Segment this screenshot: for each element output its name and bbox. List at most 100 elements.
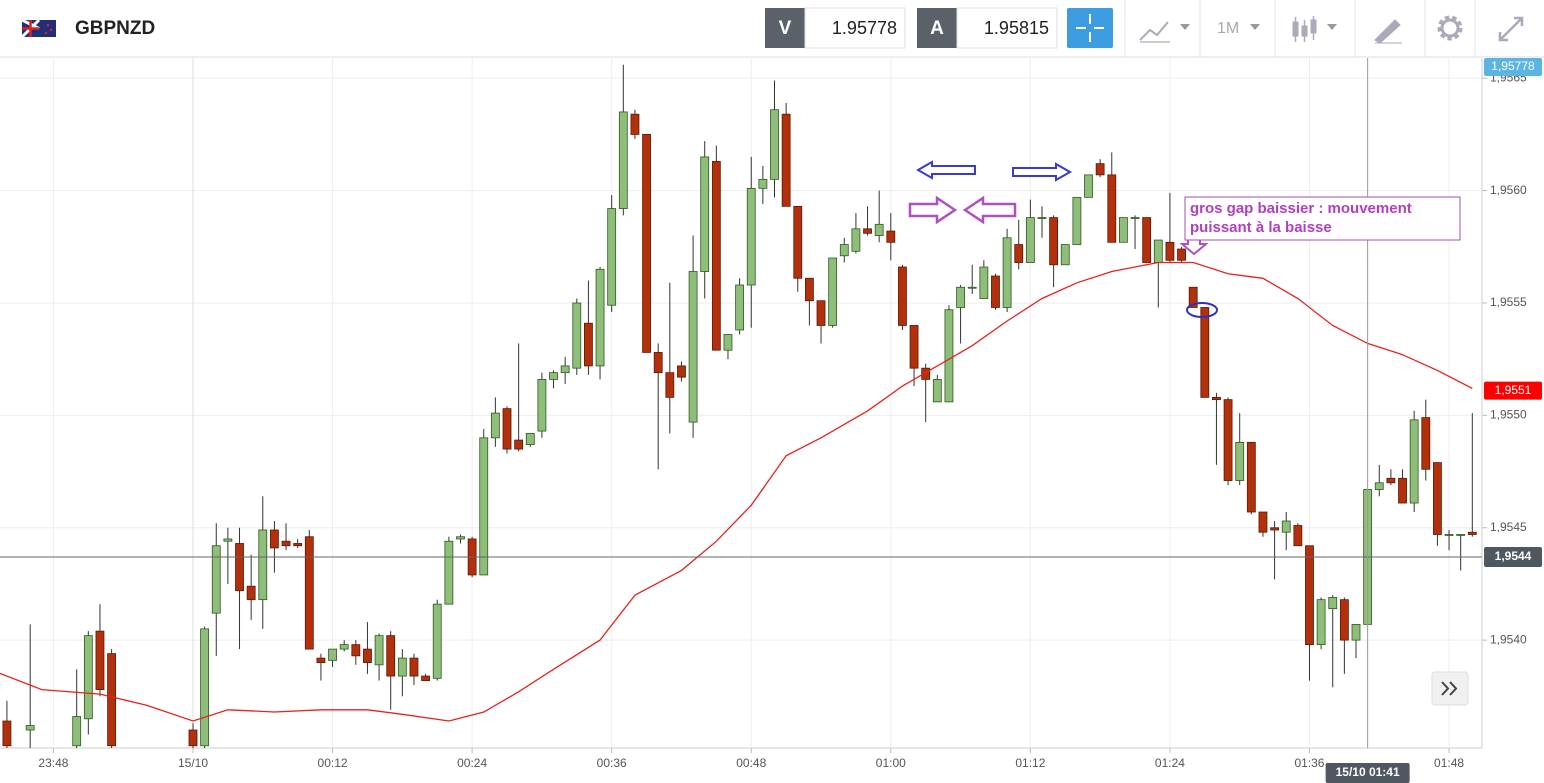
candle-body: [351, 644, 361, 657]
candle-body: [746, 187, 756, 286]
candle-body: [1025, 217, 1035, 263]
candle-body: [200, 628, 210, 747]
candle-body: [921, 367, 931, 380]
candle-body: [1223, 399, 1233, 481]
candle-body: [874, 223, 884, 236]
chart-type-button[interactable]: [1139, 21, 1190, 43]
plot-area: [0, 58, 1482, 748]
candle-body: [1002, 237, 1012, 308]
candle-body: [1421, 417, 1431, 470]
candle-body: [967, 286, 977, 289]
candle-body: [281, 540, 291, 547]
candle-body: [304, 536, 314, 650]
x-tick-label: 00:36: [597, 756, 627, 770]
crosshair-time-label: 15/10 01:41: [1336, 765, 1400, 779]
candle-body: [2, 720, 12, 747]
candle-body: [421, 675, 431, 681]
candle-body: [816, 300, 826, 326]
candle-body: [1258, 511, 1268, 533]
candle-body: [1165, 241, 1175, 261]
candle-body: [1467, 531, 1477, 535]
candle-body: [932, 379, 942, 403]
candle-body: [560, 365, 570, 374]
candle-body: [456, 536, 465, 540]
candle-body: [1095, 163, 1105, 176]
candle-body: [991, 275, 1000, 308]
gap-circle: [1186, 302, 1218, 318]
candle-body: [246, 585, 256, 601]
scroll-button[interactable]: [1431, 671, 1469, 706]
x-tick-label: 01:48: [1434, 756, 1464, 770]
x-tick-label: 01:24: [1155, 756, 1185, 770]
price-tag: [1484, 58, 1542, 76]
bid-box: [804, 7, 906, 49]
draw-tool-button[interactable]: [1374, 19, 1402, 44]
x-tick-label: 00:48: [736, 756, 766, 770]
candle-body: [374, 635, 384, 666]
candle-body: [653, 352, 663, 374]
candle-body: [339, 644, 349, 650]
candle-body: [1212, 396, 1221, 401]
annotations: gros gap baissier : mouvement puissant à…: [908, 160, 1461, 318]
candle-body: [258, 529, 268, 601]
candle-body: [270, 529, 279, 549]
x-tick-label: 23:48: [38, 756, 68, 770]
bid-price: 1.95778: [832, 18, 897, 38]
candle-body: [1060, 244, 1070, 266]
candle-body: [223, 538, 233, 542]
candle-body: [211, 545, 221, 614]
settings-button[interactable]: [1437, 15, 1463, 41]
x-tick-label: 00:24: [457, 756, 487, 770]
candle-body: [839, 244, 849, 257]
x-tick-label: 01:00: [876, 756, 906, 770]
candle-body: [665, 372, 675, 398]
candle-body: [1316, 599, 1326, 646]
candle-body: [886, 230, 896, 243]
price-tag: [1484, 381, 1542, 400]
candle-body: [584, 322, 593, 367]
candle-body: [1072, 196, 1082, 245]
candle-body: [409, 657, 419, 677]
ask-price: 1.95815: [984, 18, 1049, 38]
candle-body: [979, 266, 989, 299]
candle-body: [1305, 545, 1314, 646]
expand-button[interactable]: [1498, 16, 1524, 42]
candle-body: [630, 113, 640, 135]
candle-body: [316, 657, 326, 663]
candle-body: [1328, 597, 1338, 610]
candle-body: [956, 286, 965, 308]
crosshair-button[interactable]: [1067, 8, 1113, 48]
bid-button[interactable]: [765, 8, 805, 48]
candle-body: [328, 648, 337, 661]
x-tick-label: 01:36: [1294, 756, 1324, 770]
candle-body: [1351, 623, 1361, 641]
candle-body: [758, 178, 768, 189]
candle-body: [1107, 174, 1117, 243]
arrow-left-purple: [962, 195, 1017, 225]
symbol: GBPNZD: [75, 18, 155, 39]
candle-body: [735, 284, 745, 331]
crosshair-time-tag: [1325, 763, 1410, 783]
candle-body: [1119, 217, 1128, 243]
candle-body: [1037, 217, 1047, 219]
candle-style-button[interactable]: [1292, 16, 1337, 42]
candle-body: [863, 228, 872, 234]
candle-body: [1130, 217, 1140, 219]
y-tick-label: 1,9540: [1490, 632, 1527, 646]
candle-body: [677, 365, 686, 378]
timeframe[interactable]: 1M: [1217, 20, 1239, 37]
candle-body: [25, 725, 35, 731]
crosshair-price-tag: [1484, 546, 1542, 567]
timeframe-caret: [1250, 24, 1260, 30]
candle-body: [235, 543, 244, 592]
candle-body: [607, 208, 617, 306]
candle-body: [514, 439, 524, 450]
candle-body: [444, 540, 454, 605]
y-tick-label: 1,9555: [1490, 295, 1527, 309]
candle-body: [572, 302, 582, 369]
ask-button[interactable]: [917, 8, 957, 48]
y-tick-label: 1,9560: [1490, 183, 1527, 197]
x-tick-label: 01:12: [1015, 756, 1045, 770]
candle-body: [1084, 174, 1093, 198]
x-tick-label: 15/10: [178, 756, 208, 770]
